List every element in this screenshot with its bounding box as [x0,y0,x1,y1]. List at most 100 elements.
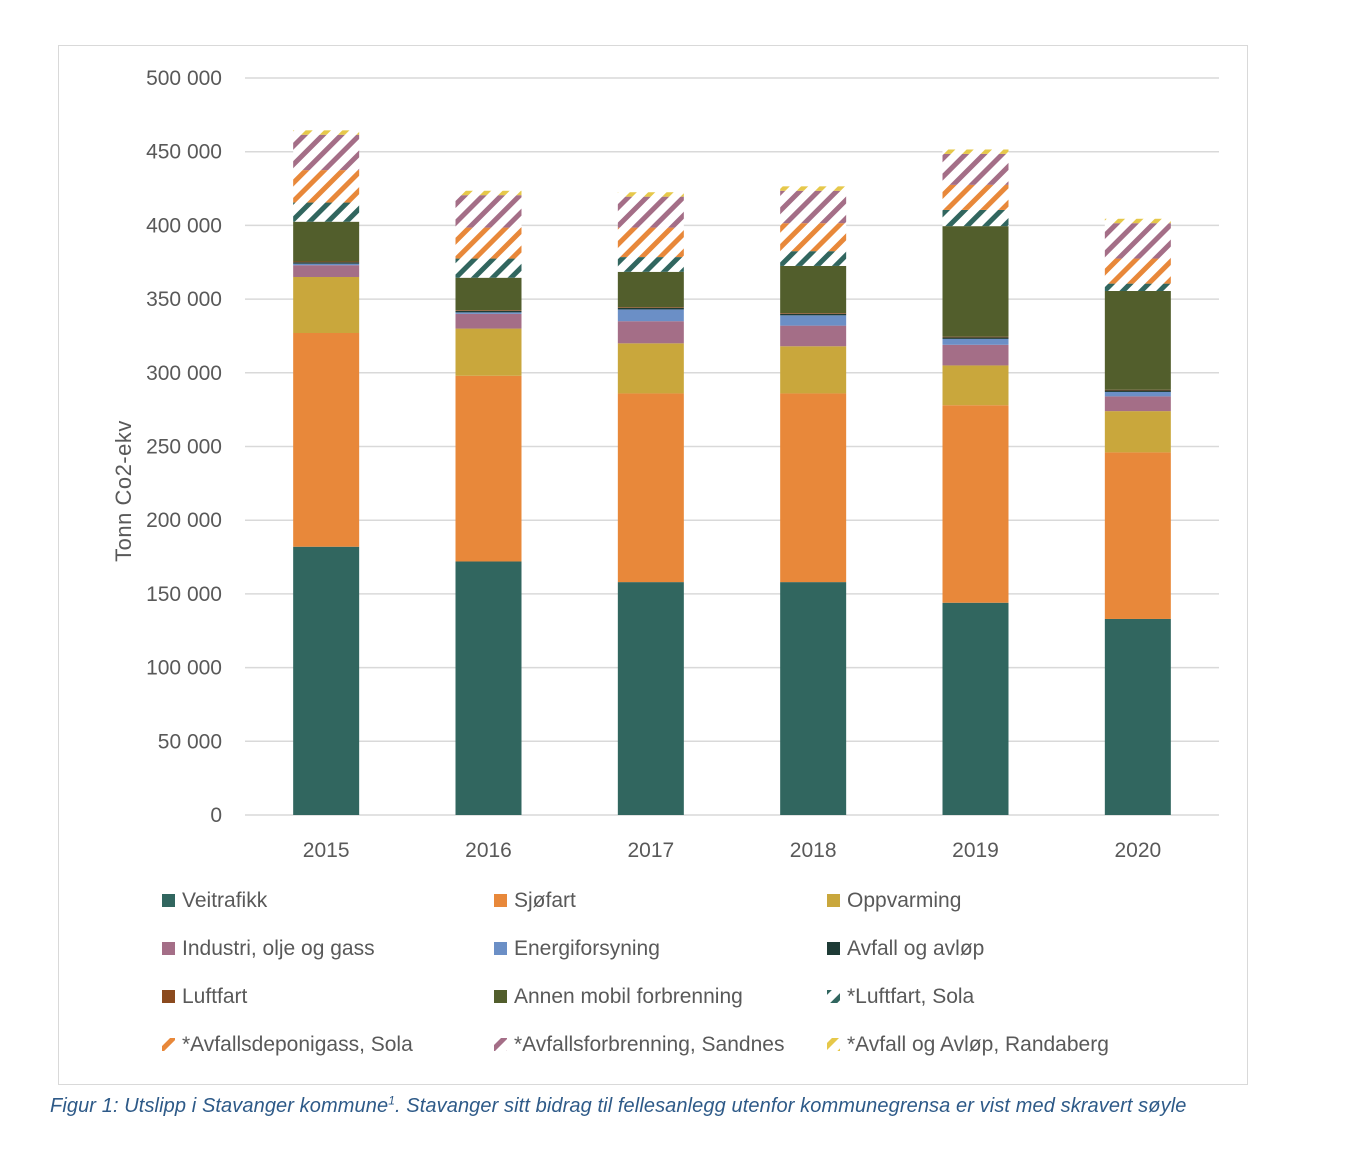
y-tick-label: 350 000 [146,288,222,311]
legend-label: *Avfallsdeponigass, Sola [182,1033,413,1056]
bar-segment [1104,283,1171,291]
bar-segment [455,328,522,376]
y-tick-label: 150 000 [146,583,222,606]
bar-segment [1104,391,1171,397]
legend-swatch [494,894,507,907]
bar-segment [455,561,522,815]
x-tick-label: 2017 [627,839,674,862]
bar-segment [455,195,522,228]
legend-label: *Avfall og Avløp, Randaberg [847,1033,1109,1056]
y-tick-label: 500 000 [146,67,222,90]
legend-entry: Sjøfart [494,889,576,912]
bar-segment [455,310,522,311]
bar-segment [780,186,847,191]
legend-label: Sjøfart [514,889,576,912]
bar-segment [780,582,847,815]
stacked-bar-chart: 0 50 000 100 000 150 000 200 000 250 000 300 0… [111,67,1219,1056]
bar-segment [455,312,522,314]
bars [293,130,1171,815]
bar-segment [1104,396,1171,412]
bar-segment [1104,223,1171,259]
bar-segment [293,265,360,277]
bar-stack-2020 [1104,218,1171,815]
legend-swatch [162,942,175,955]
bar-segment [780,325,847,347]
bar-segment [1104,258,1171,284]
bar-segment [617,307,684,308]
y-tick-label: 100 000 [146,657,222,680]
bar-segment [293,221,360,262]
legend-swatch [494,942,507,955]
bar-stack-2017 [617,192,684,815]
legend-entry: Annen mobil forbrenning [494,985,743,1008]
legend-entry: Industri, olje og gass [162,937,375,960]
figure-caption: Figur 1: Utslipp i Stavanger kommune1. S… [50,1090,1350,1123]
legend-entry: *Avfallsdeponigass, Sola [162,1033,413,1056]
legend-entry: Luftfart [162,985,248,1008]
y-axis-label: Tonn Co2-ekv [111,420,136,562]
bar-stack-2016 [455,190,522,815]
legend-label: Veitrafikk [182,889,268,912]
bar-segment [455,227,522,259]
bar-segment [617,582,684,815]
y-tick-label: 250 000 [146,436,222,459]
legend-label: Avfall og avløp [847,937,984,960]
y-tick-label: 400 000 [146,214,222,237]
chart-frame: 0 50 000 100 000 150 000 200 000 250 000 300 0… [58,45,1248,1085]
legend-entry: Oppvarming [827,889,961,912]
bar-segment [617,321,684,344]
bar-segment [455,310,522,313]
bar-segment [455,190,522,196]
bar-segment [942,602,1009,815]
bar-segment [617,227,684,258]
bar-stack-2018 [780,186,847,815]
bar-segment [780,313,847,314]
bar-segment [293,262,360,264]
bar-segment [942,365,1009,406]
y-tick-label: 300 000 [146,362,222,385]
legend-swatch [162,894,175,907]
bar-segment [617,192,684,197]
bar-segment [780,265,847,314]
bar-segment [780,313,847,316]
bar-segment [1104,389,1171,391]
bar-segment [293,546,360,815]
y-tick-label: 450 000 [146,141,222,164]
bar-segment [617,196,684,228]
legend-label: Energiforsyning [514,937,660,960]
legend-swatch [494,1038,507,1051]
bar-segment [293,333,360,547]
caption-rest: . Stavanger sitt bidrag til fellesanlegg… [394,1095,1187,1117]
bar-segment [293,261,360,263]
bar-stack-2019 [942,149,1009,815]
bar-segment [617,307,684,310]
bar-segment [293,134,360,171]
bar-segment [617,393,684,583]
x-tick-label: 2020 [1114,839,1161,862]
bar-segment [617,343,684,394]
bar-segment [942,337,1009,339]
bar-segment [942,344,1009,366]
legend-swatch [827,942,840,955]
legend-label: *Avfallsforbrenning, Sandnes [514,1033,784,1056]
bar-segment [293,276,360,334]
legend-label: *Luftfart, Sola [847,985,975,1008]
legend-swatch [827,990,840,1003]
bar-segment [1104,390,1171,392]
y-tick-label: 200 000 [146,509,222,532]
y-axis-ticks: 0 50 000 100 000 150 000 200 000 250 000 300 0… [146,67,222,827]
bar-segment [780,190,847,224]
legend-swatch [827,1038,840,1051]
bar-segment [617,271,684,308]
bar-segment [780,346,847,394]
legend-entry: Veitrafikk [162,889,268,912]
x-tick-label: 2015 [303,839,350,862]
legend-label: Luftfart [182,985,248,1008]
bar-segment [942,149,1009,154]
legend-entry: *Avfall og Avløp, Randaberg [827,1033,1109,1056]
legend: Veitrafikk Sjøfart Oppvarming Industri, olj… [162,889,1109,1056]
caption-main: Figur 1: Utslipp i Stavanger kommune [50,1095,389,1117]
bar-segment [780,315,847,326]
bar-segment [780,223,847,252]
legend-swatch [827,894,840,907]
